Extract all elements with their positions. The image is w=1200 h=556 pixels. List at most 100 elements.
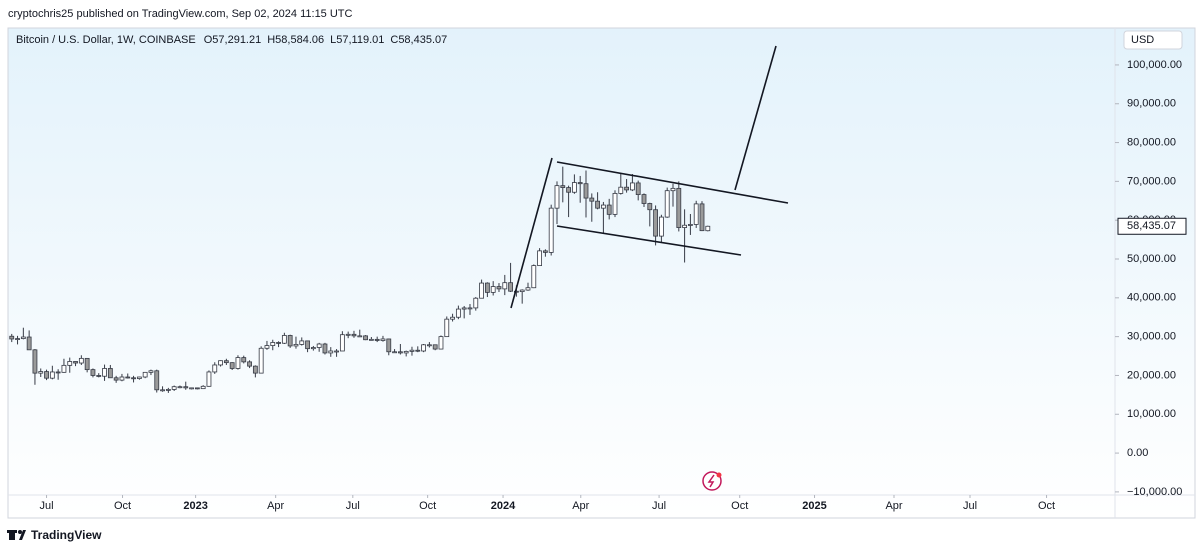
candle-body (345, 333, 351, 336)
candle-body (473, 297, 479, 309)
candle-body (9, 335, 15, 340)
y-tick-label: 90,000.00 (1127, 98, 1176, 110)
candle-body (241, 357, 247, 363)
candle-body (49, 371, 55, 379)
candle-body (583, 183, 589, 199)
candle-body (676, 187, 682, 228)
candle-body (189, 387, 194, 390)
candle-body (148, 370, 154, 373)
candle-body (426, 344, 432, 347)
candle-body (537, 250, 542, 267)
candle-body (316, 343, 322, 348)
candle-body (90, 369, 96, 376)
candle-body (484, 282, 490, 293)
candle-body (55, 371, 61, 374)
trend-line (556, 161, 789, 204)
candle-body (125, 376, 131, 379)
candle-body (374, 338, 380, 341)
candle-body (206, 371, 212, 387)
chart-title: Bitcoin / U.S. Dollar, 1W, COINBASE (16, 34, 196, 46)
candle-body (670, 187, 676, 192)
candle-body (577, 182, 583, 185)
candle-body (107, 368, 113, 379)
trend-line (510, 157, 553, 309)
candle-body (548, 207, 554, 253)
ohlc-label: C58,435.07 (390, 34, 447, 46)
candle-body (612, 193, 618, 215)
candle-body (171, 386, 177, 390)
candle-body (154, 370, 160, 391)
candle-body (461, 307, 467, 310)
price-tag: 58,435.07 (1117, 217, 1187, 235)
price-tag-label: 58,435.07 (1127, 220, 1176, 232)
candle-body (658, 216, 664, 237)
candle-body (705, 225, 711, 232)
candle-body (560, 185, 566, 188)
candle-body (38, 371, 44, 374)
candle-body (641, 194, 647, 204)
y-tick-label: 20,000.00 (1127, 369, 1176, 381)
candle-body (444, 318, 450, 338)
candle-body (589, 197, 595, 202)
candle-body (421, 344, 426, 352)
candle-body (566, 187, 571, 193)
candle-body (20, 336, 26, 339)
candle-body (415, 349, 421, 352)
candle-body (386, 338, 392, 353)
y-tick-label: 70,000.00 (1127, 175, 1176, 187)
y-tick-label: 80,000.00 (1127, 136, 1176, 148)
candle-body (270, 342, 276, 346)
y-tick-label: 100,000.00 (1127, 59, 1182, 71)
candle-body (600, 204, 606, 209)
candle-body (450, 316, 455, 320)
candle-body (61, 364, 67, 373)
ticks: −10,000.00 0.00 10,000.00 20,000.00 30,000.0… (40, 59, 1183, 512)
candle-body (247, 361, 252, 367)
candle-body (682, 224, 688, 228)
candle-body (339, 334, 345, 352)
candle-body (363, 335, 368, 341)
candle-body (455, 308, 461, 318)
candle-body (368, 338, 374, 341)
candle-body (131, 377, 136, 380)
candle-body (618, 186, 624, 194)
candle-body (26, 336, 32, 351)
trend-line (734, 45, 777, 191)
candle-body (281, 335, 287, 344)
candle-body (67, 361, 73, 366)
candle-body (693, 203, 699, 225)
candle-body (624, 186, 629, 191)
candle-body (299, 340, 305, 345)
candle-body (397, 351, 403, 354)
candle-body (531, 265, 537, 289)
x-tick-label: Apr (572, 500, 589, 512)
candle-body (479, 282, 484, 299)
candle-body (647, 203, 653, 211)
x-tick-label: Jul (40, 500, 54, 512)
chart-panel (7, 27, 1196, 519)
drawings (510, 45, 789, 309)
candle-body (160, 389, 165, 392)
candle-body (15, 338, 20, 340)
candle-body (525, 287, 531, 291)
candle-body (183, 386, 189, 389)
candle-body (223, 360, 229, 364)
candle-body (403, 350, 409, 354)
candle-body (502, 282, 508, 290)
x-tick-label: Apr (267, 500, 284, 512)
candle-body (73, 361, 78, 364)
event-icon[interactable] (702, 471, 722, 491)
candle-body (264, 345, 270, 349)
x-tick-label: Apr (885, 500, 902, 512)
candle-body (392, 351, 397, 354)
ohlc-label: L57,119.01 (330, 34, 384, 46)
x-tick-label: Oct (419, 500, 436, 512)
x-tick-label: Oct (731, 500, 748, 512)
x-tick-label: 2024 (491, 500, 516, 512)
candle-body (96, 375, 102, 377)
candle-body (653, 209, 658, 237)
y-tick-label: 30,000.00 (1127, 331, 1176, 343)
candle-body (252, 365, 258, 374)
